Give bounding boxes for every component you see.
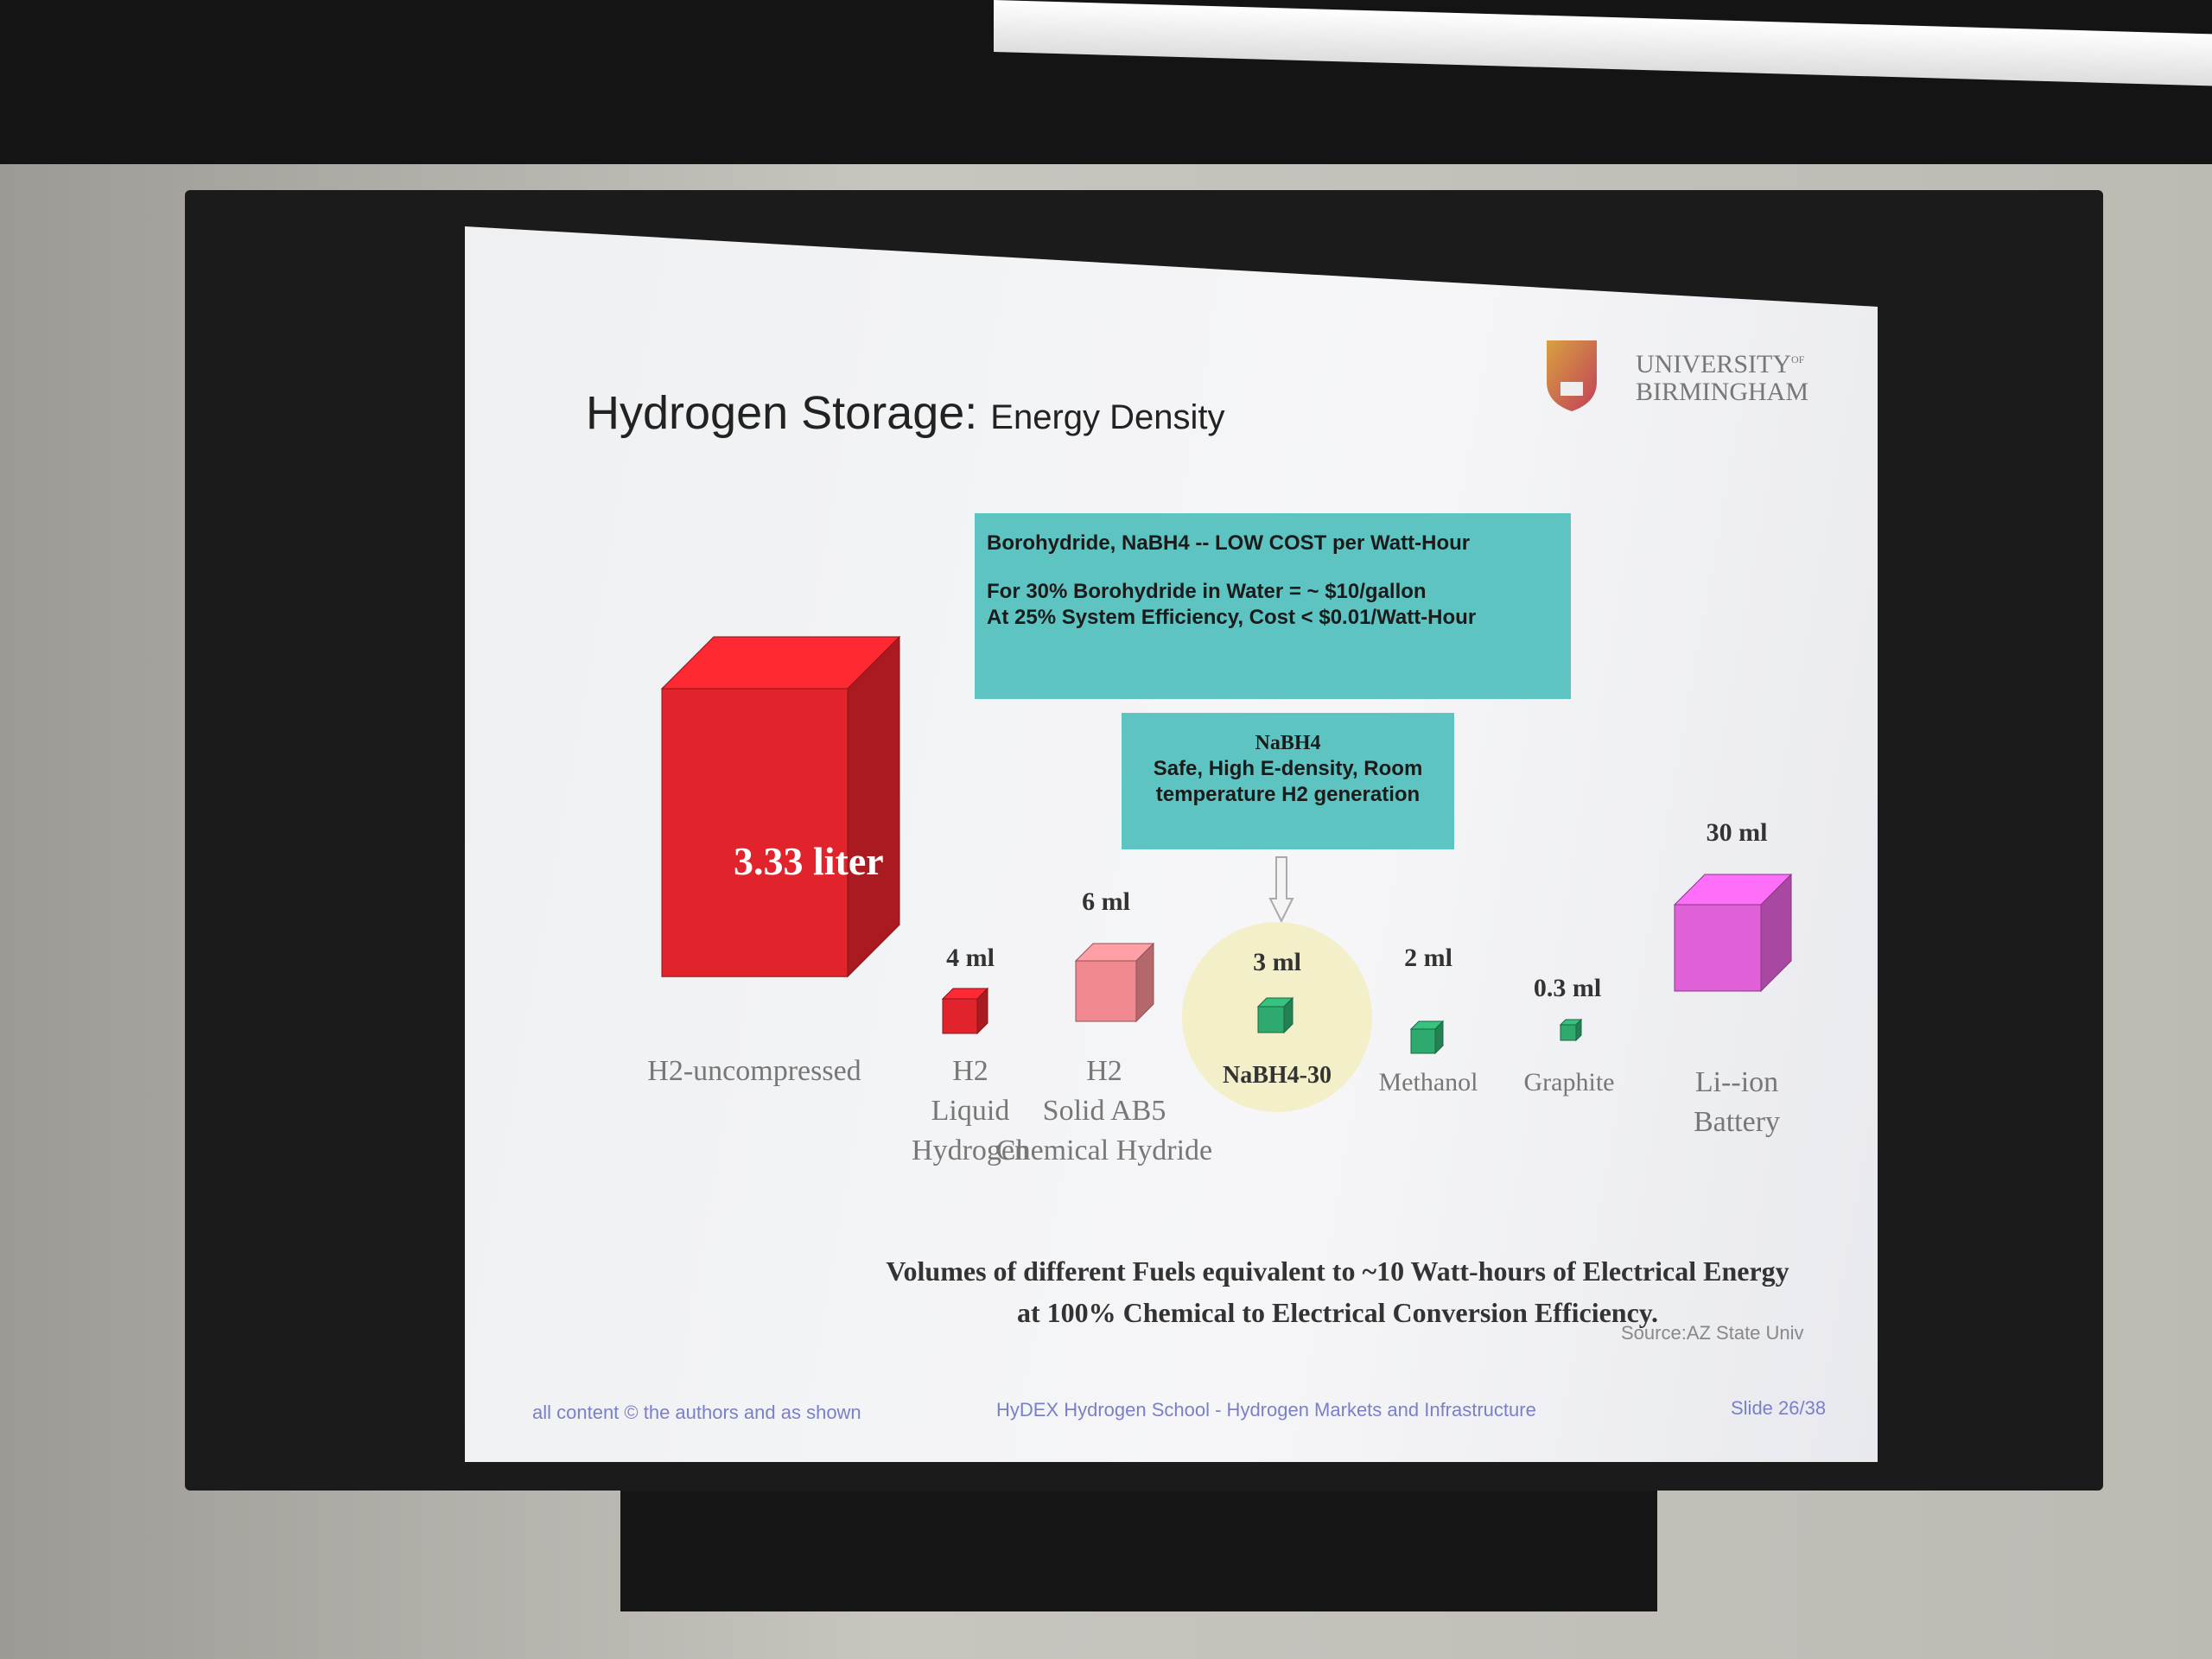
fuel-cube — [1256, 996, 1294, 1034]
logo-of: OF — [1791, 353, 1805, 365]
fuel-name-line: Liquid — [931, 1095, 1010, 1127]
slide-title: Hydrogen Storage: Energy Density — [586, 386, 1225, 440]
volume-label: 3 ml — [1253, 948, 1301, 976]
fuel-name-line: H2 — [1086, 1055, 1122, 1087]
caption: Volumes of different Fuels equivalent to… — [886, 1250, 1789, 1333]
crest-icon — [1547, 340, 1597, 411]
fuel-name-label: Methanol — [1379, 1063, 1478, 1103]
fuel-name-label: NaBH4-30 — [1223, 1056, 1332, 1096]
info-line3: At 25% System Efficiency, Cost < $0.01/W… — [987, 606, 1477, 629]
info-line2: For 30% Borohydride in Water = ~ $10/gal… — [987, 580, 1427, 603]
fuel-cube — [941, 987, 989, 1035]
fuel-cube — [1074, 942, 1155, 1023]
cube-front-face — [1560, 1024, 1577, 1041]
fuel-name-line: NaBH4-30 — [1223, 1062, 1332, 1089]
fuel-name-label: H2 Solid AB5 Chemical Hydride — [996, 1052, 1212, 1171]
cube-side-face — [1575, 1018, 1582, 1042]
cube-side-face — [1283, 996, 1294, 1034]
footer-title: HyDEX Hydrogen School - Hydrogen Markets… — [996, 1399, 1536, 1421]
fuel-name-label: Graphite — [1524, 1063, 1615, 1103]
nabh4-line2: temperature H2 generation — [1155, 783, 1421, 806]
cube-front-face — [1410, 1028, 1436, 1054]
title-sub: Energy Density — [990, 398, 1225, 436]
volume-label: 4 ml — [946, 944, 995, 972]
caption-line2: at 100% Chemical to Electrical Conversio… — [1016, 1297, 1659, 1328]
cube-side-face — [1434, 1020, 1444, 1055]
cube-side-face — [1135, 942, 1154, 1023]
cube-side-face — [1760, 873, 1792, 993]
volume-label: 6 ml — [1082, 887, 1130, 916]
fuel-name-label: H2-uncompressed — [647, 1052, 861, 1091]
logo-line2: BIRMINGHAM — [1636, 378, 1809, 406]
volume-label: 30 ml — [1706, 818, 1768, 847]
logo-line1: UNIVERSITY — [1636, 350, 1791, 378]
cube-front-face — [661, 688, 849, 977]
cube-front-face — [1257, 1006, 1285, 1033]
info-line1: Borohydride, NaBH4 -- LOW COST per Watt-… — [987, 531, 1471, 555]
volume-label: 0.3 ml — [1533, 974, 1602, 1002]
fuel-cube — [1559, 1018, 1583, 1042]
fuel-name-line: Solid AB5 — [1042, 1095, 1166, 1127]
fuel-name-line: Graphite — [1523, 1068, 1615, 1096]
fuel-name-line: H2-uncompressed — [647, 1055, 861, 1087]
soundbar — [620, 1491, 1657, 1611]
volume-h2-uncompressed: 3.33 liter — [734, 839, 884, 883]
cube-side-face — [976, 987, 988, 1035]
fuel-name-line: Battery — [1693, 1106, 1781, 1138]
nabh4-line1: Safe, High E-density, Room — [1153, 757, 1423, 780]
cube-front-face — [1674, 904, 1762, 992]
footer-copyright: all content © the authors and as shown — [532, 1402, 861, 1423]
cube-front-face — [1075, 960, 1137, 1022]
nabh4-info-box: NaBH4 Safe, High E-density, Room tempera… — [1122, 713, 1454, 849]
down-arrow-icon — [1268, 856, 1294, 924]
cube-side-face — [847, 635, 900, 978]
fuel-name-line: Methanol — [1378, 1068, 1478, 1096]
fuel-name-line: Hydrogen — [912, 1135, 1029, 1166]
volume-label: 2 ml — [1404, 944, 1452, 972]
caption-line1: Volumes of different Fuels equivalent to… — [886, 1255, 1789, 1287]
fuel-name-label: H2 Liquid Hydrogen — [912, 1052, 1029, 1171]
fuel-name-line: H2 — [952, 1055, 988, 1087]
presentation-slide: Hydrogen Storage: Energy Density UNIVERS… — [465, 226, 1878, 1462]
source-text: Source:AZ State Univ — [1621, 1322, 1804, 1344]
slide-number: Slide 26/38 — [1731, 1397, 1827, 1419]
cost-info-box: Borohydride, NaBH4 -- LOW COST per Watt-… — [975, 513, 1571, 699]
title-main: Hydrogen Storage: — [586, 387, 978, 439]
fuel-cubes — [660, 635, 1793, 1055]
fuel-cube — [660, 635, 901, 978]
fuel-cube — [1409, 1020, 1445, 1055]
cube-front-face — [942, 998, 978, 1034]
fuel-name-label: Li--ion Battery — [1694, 1063, 1780, 1142]
fuel-cube — [1673, 873, 1793, 993]
fuel-name-line: Li--ion — [1694, 1066, 1779, 1098]
nabh4-title: NaBH4 — [1255, 732, 1321, 754]
fuel-name-line: Chemical Hydride — [995, 1135, 1213, 1166]
